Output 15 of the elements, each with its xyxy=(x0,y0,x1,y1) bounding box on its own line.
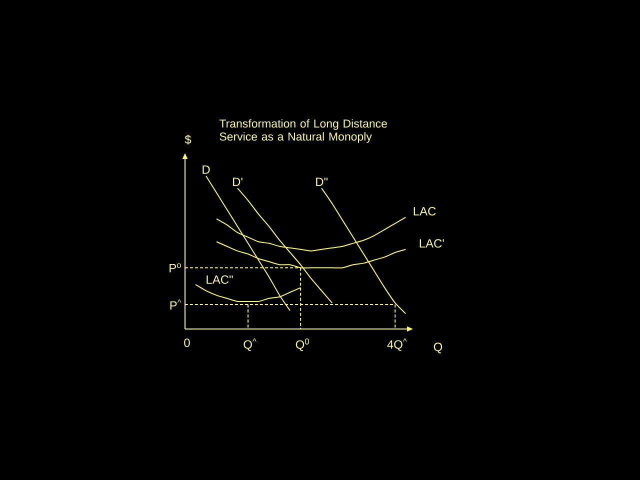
series-label: D" xyxy=(316,178,328,186)
y-axis-title: $ xyxy=(184,134,192,144)
x-tick-label: 4Q$^{^}$ xyxy=(387,338,407,351)
x-tick-label: Q$^{0}$ xyxy=(296,338,310,351)
series-label: P$^{o}$ xyxy=(170,263,181,272)
x-axis-title: Q xyxy=(434,342,442,354)
series-label: D' xyxy=(233,178,242,186)
series-label: LAC" xyxy=(206,275,233,284)
chart-title: Transformation of Long Distance Service as a Natural Monoply xyxy=(219,119,387,143)
x-tick-label: 0 xyxy=(184,338,190,348)
series-label: P$^{^}$ xyxy=(170,299,182,310)
x-tick-label: Q$^{^}$ xyxy=(244,338,256,351)
series-label: LAC' xyxy=(420,239,444,248)
series-label: LAC xyxy=(414,207,436,216)
series-label: D xyxy=(202,166,210,174)
